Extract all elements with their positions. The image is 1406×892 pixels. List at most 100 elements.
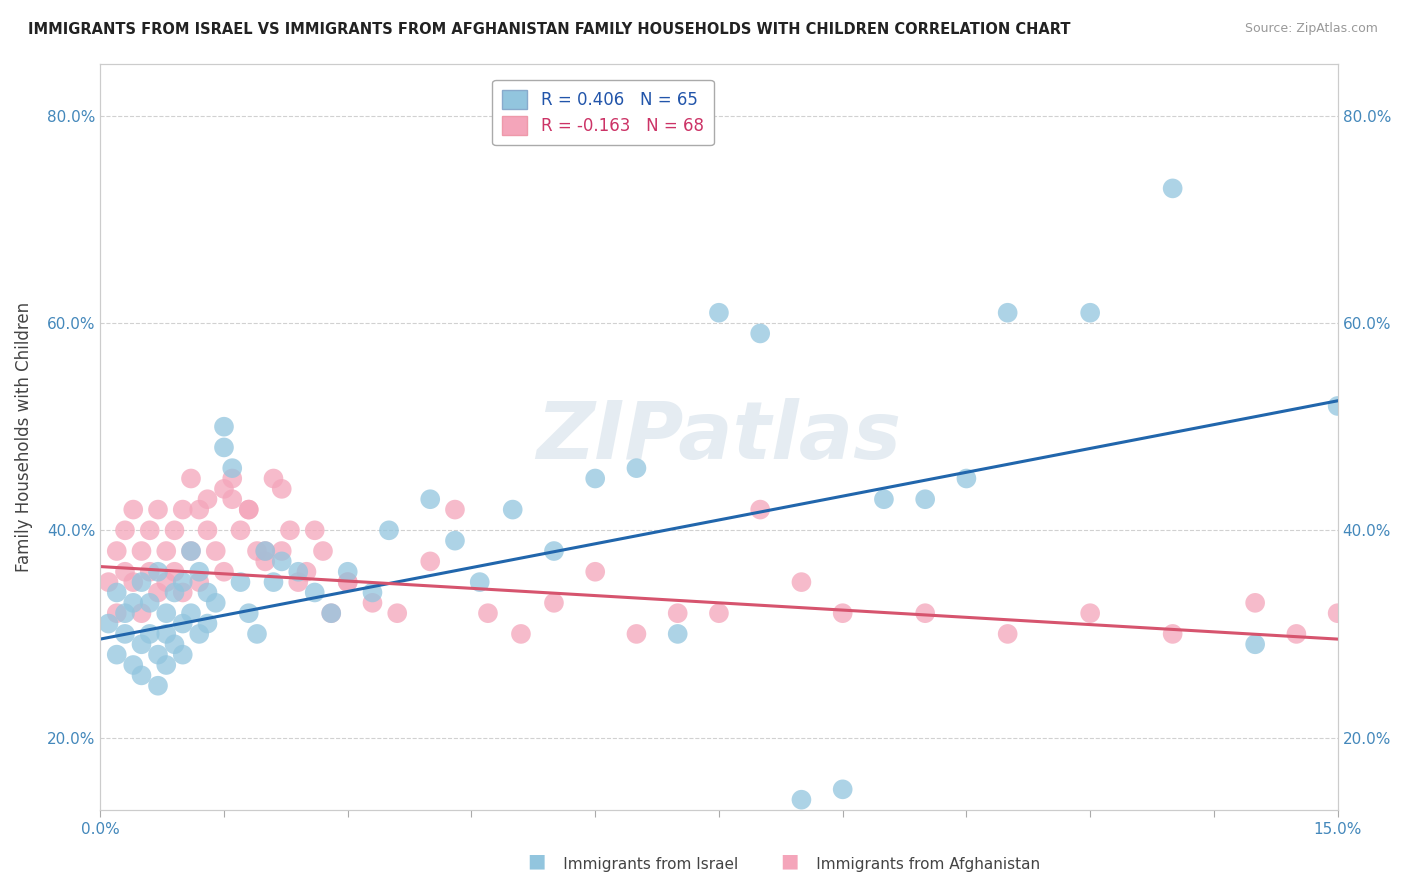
Point [146,502,169,516]
Point [188,575,211,590]
Point [543,596,565,610]
Point [749,326,772,341]
Point [180,606,202,620]
Point [146,565,169,579]
Point [1326,399,1348,413]
Point [321,606,343,620]
Point [361,585,384,599]
Point [254,544,277,558]
Point [336,575,359,590]
Point [204,544,226,558]
Point [583,471,606,485]
Point [155,544,177,558]
Point [146,585,169,599]
Point [543,544,565,558]
Point [105,648,128,662]
Point [666,606,689,620]
Point [1078,606,1101,620]
Point [361,596,384,610]
Point [1078,306,1101,320]
Point [197,616,219,631]
Legend: R = 0.406   N = 65, R = -0.163   N = 68: R = 0.406 N = 65, R = -0.163 N = 68 [492,80,713,145]
Point [666,627,689,641]
Point [155,627,177,641]
Text: ■: ■ [527,852,546,871]
Point [444,533,467,548]
Point [122,658,145,673]
Point [246,627,269,641]
Point [873,492,896,507]
Point [131,575,153,590]
Point [212,482,235,496]
Point [97,616,120,631]
Point [172,575,194,590]
Point [146,679,169,693]
Point [914,606,936,620]
Point [229,524,252,538]
Point [172,502,194,516]
Point [749,502,772,516]
Point [1244,637,1267,651]
Point [163,637,186,651]
Point [287,565,309,579]
Point [114,627,136,641]
Point [212,441,235,455]
Point [146,648,169,662]
Point [221,461,243,475]
Point [197,524,219,538]
Point [254,554,277,568]
Point [163,565,186,579]
Point [270,554,292,568]
Point [419,554,441,568]
Y-axis label: Family Households with Children: Family Households with Children [15,302,32,572]
Point [114,606,136,620]
Point [238,502,260,516]
Point [254,544,277,558]
Point [188,627,211,641]
Text: ZIPatlas: ZIPatlas [537,398,901,476]
Point [204,596,226,610]
Point [131,668,153,682]
Point [419,492,441,507]
Point [378,524,401,538]
Point [105,544,128,558]
Point [122,502,145,516]
Point [626,461,648,475]
Point [246,544,269,558]
Point [295,565,318,579]
Point [155,658,177,673]
Point [1326,606,1348,620]
Point [502,502,524,516]
Point [97,575,120,590]
Point [114,565,136,579]
Point [238,502,260,516]
Point [155,606,177,620]
Point [163,585,186,599]
Point [304,585,326,599]
Point [278,524,301,538]
Point [914,492,936,507]
Point [997,306,1019,320]
Point [831,782,853,797]
Point [180,544,202,558]
Point [238,606,260,620]
Point [336,565,359,579]
Text: ■: ■ [780,852,799,871]
Point [387,606,409,620]
Point [212,565,235,579]
Point [122,596,145,610]
Point [707,306,730,320]
Point [221,471,243,485]
Point [229,575,252,590]
Text: IMMIGRANTS FROM ISRAEL VS IMMIGRANTS FROM AFGHANISTAN FAMILY HOUSEHOLDS WITH CHI: IMMIGRANTS FROM ISRAEL VS IMMIGRANTS FRO… [28,22,1070,37]
Point [955,471,977,485]
Point [139,565,162,579]
Text: Source: ZipAtlas.com: Source: ZipAtlas.com [1244,22,1378,36]
Point [163,524,186,538]
Point [221,492,243,507]
Point [707,606,730,620]
Point [131,606,153,620]
Point [131,637,153,651]
Point [188,502,211,516]
Point [139,627,162,641]
